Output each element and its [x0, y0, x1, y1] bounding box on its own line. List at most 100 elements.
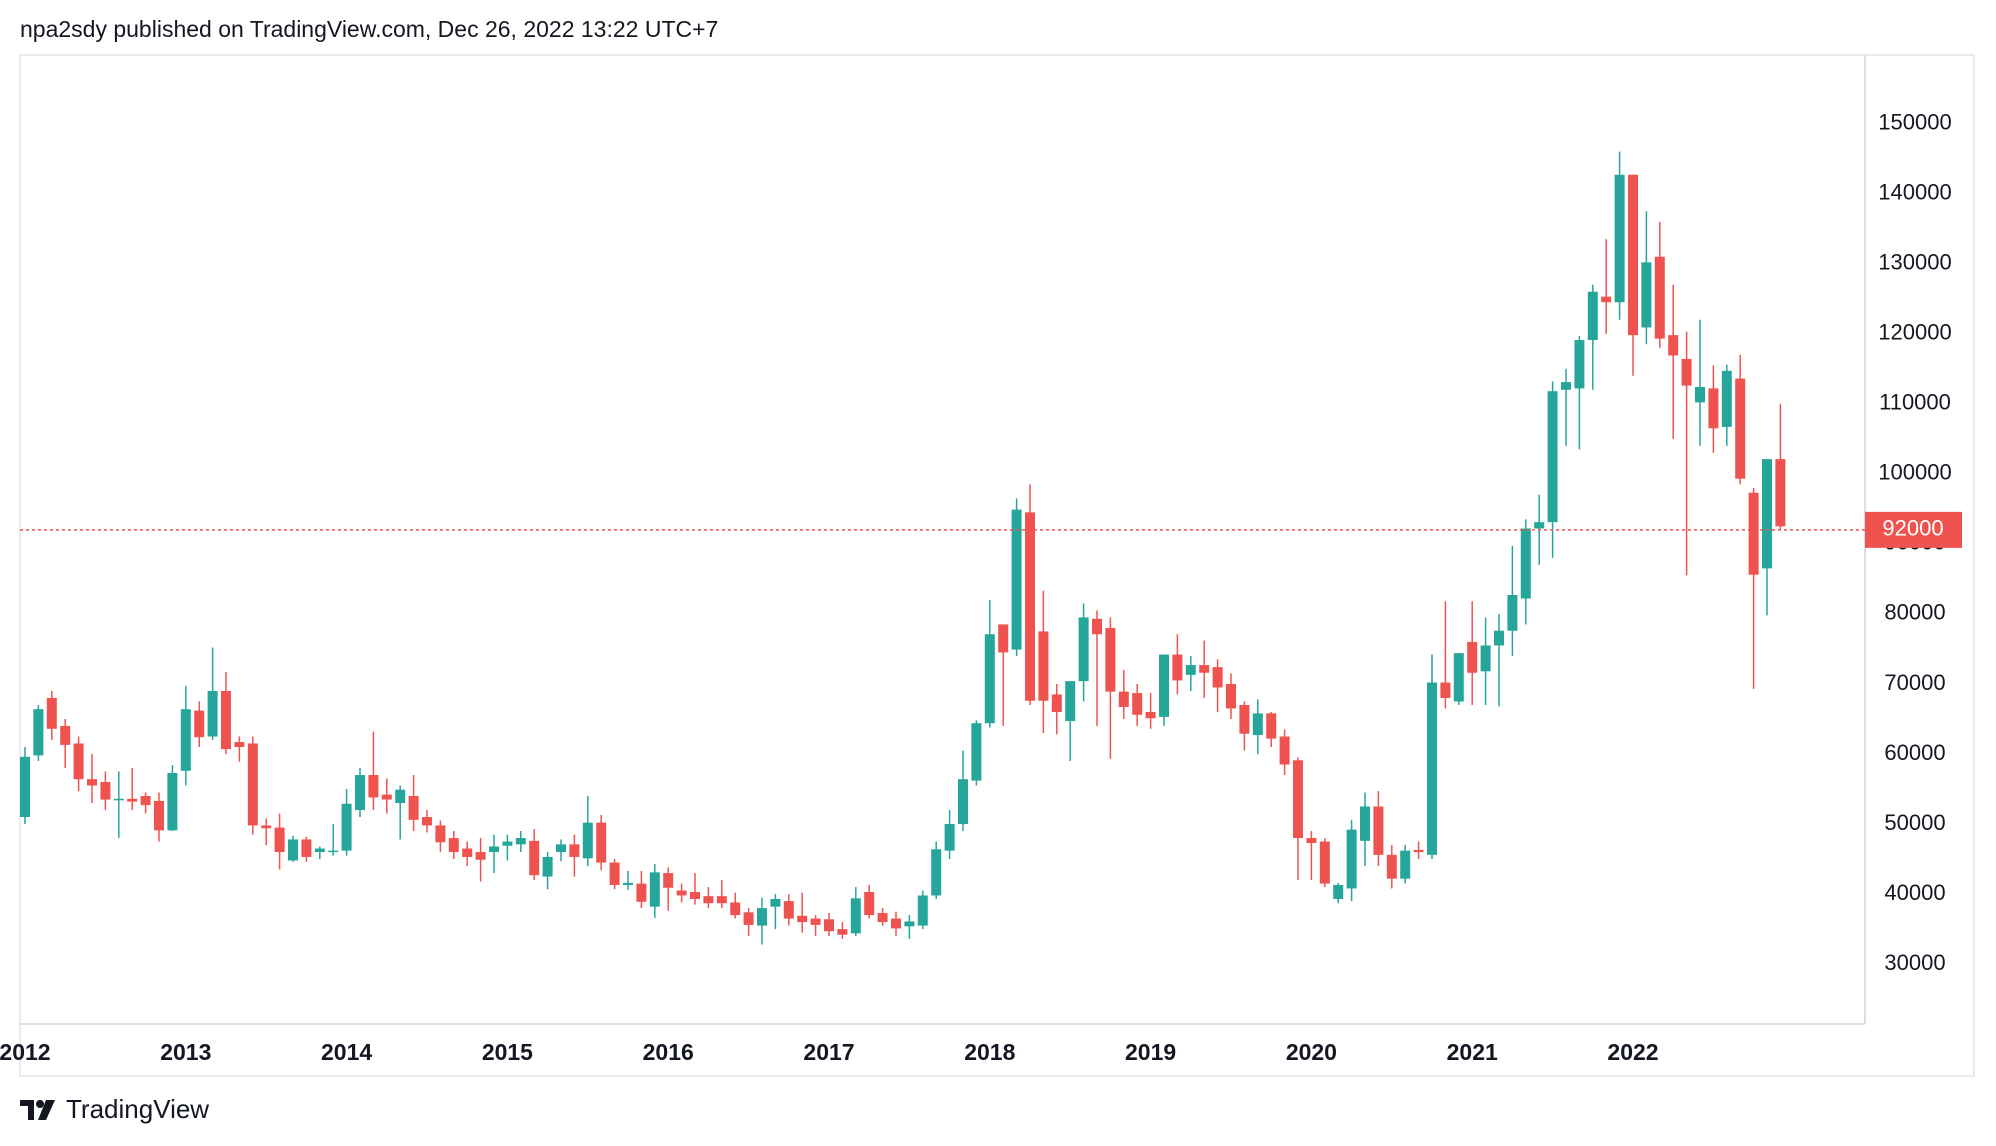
y-tick-label: 70000	[1884, 670, 1945, 695]
candle-body	[288, 839, 298, 861]
candle-body	[1159, 654, 1169, 717]
candle-body	[1333, 884, 1344, 899]
candle-body	[1252, 713, 1263, 736]
candle-body	[515, 838, 526, 845]
candle-body	[998, 624, 1009, 653]
last-price-box	[1865, 511, 1962, 548]
x-tick-label: 2012	[0, 1039, 51, 1065]
candle-body	[730, 902, 741, 916]
candle-body	[1427, 682, 1437, 855]
last-price-label: 92000	[1882, 516, 1943, 541]
candle-body	[247, 743, 258, 826]
candle-body	[1306, 838, 1317, 843]
candle-body	[1172, 654, 1183, 681]
candle-body	[1614, 174, 1625, 303]
y-tick-label: 40000	[1884, 880, 1945, 905]
candle-body	[1105, 627, 1116, 692]
candle-body	[716, 896, 727, 904]
x-tick-label: 2022	[1607, 1039, 1658, 1065]
candle-body	[676, 890, 687, 896]
candle-body	[261, 825, 272, 829]
brand-name: TradingView	[66, 1094, 209, 1124]
candle-body	[207, 690, 218, 737]
header: npa2sdy published on TradingView.com, De…	[20, 16, 718, 42]
candle-body	[1654, 256, 1665, 339]
x-tick-label: 2019	[1125, 1039, 1176, 1065]
candle-body	[1065, 681, 1076, 722]
y-tick-label: 130000	[1878, 250, 1951, 275]
candle-body	[944, 824, 955, 851]
candle-body	[154, 800, 164, 831]
candle-body	[1507, 595, 1518, 631]
candle-body	[1293, 760, 1303, 839]
candle-body	[1038, 631, 1049, 701]
candle-body	[1587, 291, 1598, 341]
candle-body	[649, 872, 660, 907]
candle-body	[502, 841, 513, 846]
candle-body	[435, 825, 446, 843]
candle-body	[1561, 382, 1571, 390]
x-tick-label: 2020	[1286, 1039, 1337, 1065]
candle-body	[301, 839, 312, 857]
x-tick-label: 2016	[643, 1039, 694, 1065]
candle-body	[1748, 492, 1759, 575]
candle-body	[1400, 850, 1411, 879]
candle-body	[1346, 829, 1357, 889]
candle-body	[1092, 618, 1102, 635]
candle-body	[984, 634, 995, 724]
candle-body	[448, 838, 459, 853]
candle-body	[623, 882, 633, 885]
candle-body	[810, 918, 821, 925]
candle-body	[783, 901, 794, 919]
candle-body	[703, 896, 714, 904]
candle-body	[1386, 854, 1397, 879]
candle-body	[341, 803, 352, 851]
candle-body	[194, 710, 205, 738]
candle-body	[837, 929, 848, 935]
candle-body	[422, 817, 432, 826]
candle-body	[1199, 665, 1210, 673]
candle-body	[46, 697, 57, 729]
y-tick-label: 120000	[1878, 320, 1951, 345]
candle-body	[221, 690, 231, 750]
candle-body	[408, 796, 419, 820]
y-tick-label: 50000	[1884, 810, 1945, 835]
candle-body	[1413, 849, 1424, 853]
candle-body	[1266, 713, 1277, 739]
candle-body	[1668, 335, 1679, 356]
candle-body	[971, 723, 982, 781]
candle-body	[234, 742, 245, 747]
candle-body	[1480, 645, 1491, 672]
y-tick-label: 80000	[1884, 600, 1945, 625]
candle-body	[33, 709, 44, 756]
candle-body	[931, 849, 942, 896]
candle-body	[1212, 667, 1223, 688]
candle-body	[475, 852, 486, 860]
candle-body	[1185, 665, 1196, 675]
candle-body	[1534, 522, 1545, 529]
candle-body	[770, 898, 781, 907]
y-tick-label: 30000	[1884, 950, 1945, 975]
candle-body	[542, 856, 553, 877]
candle-body	[100, 782, 111, 800]
candle-body	[690, 891, 700, 899]
x-tick-label: 2013	[160, 1039, 211, 1065]
candle-body	[355, 775, 365, 811]
candle-body	[1319, 841, 1330, 884]
candle-body	[1641, 262, 1652, 328]
candle-body	[127, 798, 138, 802]
candle-body	[797, 915, 808, 923]
candle-body	[1279, 736, 1290, 765]
candle-body	[1601, 296, 1612, 303]
candle-body	[757, 908, 767, 926]
candle-body	[180, 709, 191, 771]
candle-body	[20, 756, 30, 818]
candle-body	[462, 848, 473, 857]
candle-body	[569, 844, 580, 857]
candle-body	[1695, 386, 1705, 403]
candle-body	[381, 794, 392, 800]
candle-body	[1628, 174, 1638, 336]
candle-body	[140, 796, 151, 806]
candle-body	[958, 779, 968, 825]
